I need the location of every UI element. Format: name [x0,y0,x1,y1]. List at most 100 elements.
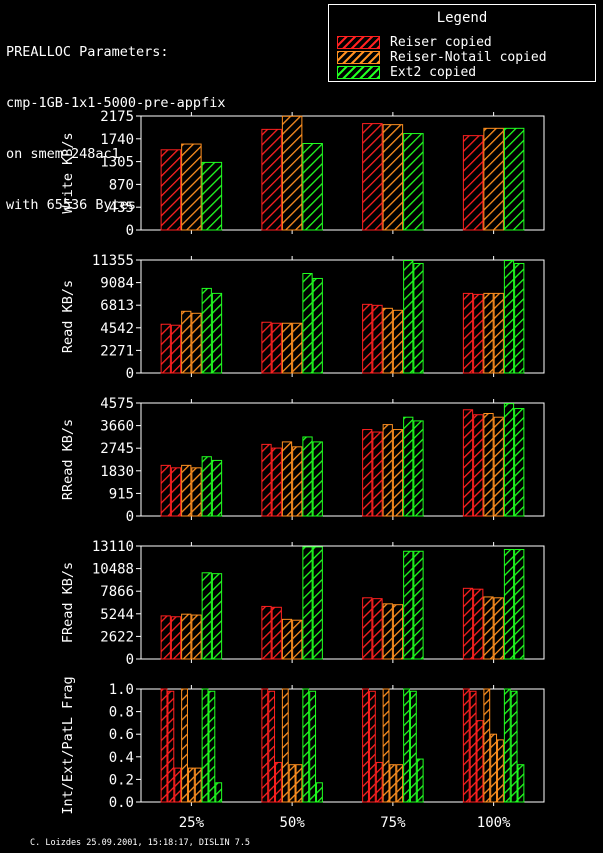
bar [170,467,182,517]
bar [392,429,404,517]
y-tick-label: 6813 [100,298,134,314]
bar [292,446,303,517]
bar [375,761,383,803]
bar [392,604,404,660]
bar [261,605,272,660]
bar [483,596,494,660]
bar [312,546,323,660]
bar [473,588,484,660]
bar [503,549,515,660]
bar [302,272,313,374]
bar [181,613,192,660]
bar [261,688,269,803]
bar [201,572,212,660]
bar [208,690,216,803]
bar [403,260,414,374]
bar [497,739,504,803]
y-tick-label: 2745 [100,441,134,457]
bar [382,124,404,231]
y-tick-label: 870 [109,177,134,193]
plot-frame [140,545,545,660]
bar [261,321,272,374]
bar [191,467,202,517]
bar [181,310,192,374]
bar [503,403,515,517]
y-tick-label: 0 [126,223,134,239]
y-tick-label: 1830 [100,464,134,480]
parameter-header: PREALLOC Parameters: cmp-1GB-1x1-5000-pr… [6,10,225,231]
bar [362,123,383,231]
bar [473,293,484,374]
y-tick-label: 915 [109,486,134,502]
bar [275,761,282,803]
bar [514,549,525,660]
bar [191,614,202,660]
bar [194,767,202,803]
bar [490,733,498,803]
bar [382,603,393,660]
bar [302,688,310,803]
bar [483,292,494,374]
bar [372,431,383,517]
bar [503,260,515,374]
bar [403,133,424,231]
header-line: with 65536 Bytes [6,197,137,213]
y-tick-label: 0.0 [109,795,134,811]
footer-credit: C. Loizdes 25.09.2001, 15:18:17, DISLIN … [30,838,251,848]
y-tick-label: 0.2 [109,772,134,788]
bar [462,409,474,517]
y-tick-label: 4542 [100,321,134,337]
bar [514,408,525,517]
legend-swatch-ext2 [337,66,380,79]
bar [201,161,223,231]
y-tick-label: 0.8 [109,705,134,721]
y-tick-label: 5244 [100,607,134,623]
y-tick-label: 0.6 [109,727,134,743]
chart-panel-4: 0 2622 5244 7866 10488 13110 FRead KB/s [60,539,545,668]
legend-label-ext2: Ext2 copied [390,65,477,80]
bar [483,127,504,231]
chart-panel-2: 0 2271 4542 6813 9084 11355 Read KB/s [60,253,545,382]
bar [473,414,484,517]
bar [312,441,323,517]
bar [292,619,303,660]
y-tick-label: 0 [126,509,134,525]
bar [181,143,202,231]
bar [403,550,414,660]
y-tick-label: 0 [126,366,134,382]
bar [413,263,424,374]
bar [389,764,397,803]
bar [281,322,293,374]
bar [191,312,202,374]
header-line: cmp-1GB-1x1-5000-pre-appfix [6,95,226,111]
y-tick-label: 1.0 [109,682,134,698]
bar [160,323,171,374]
bar [181,688,188,803]
bar [302,436,313,517]
y-tick-label: 11355 [92,253,134,269]
plot-frame [140,259,545,374]
legend-label-reiser-notail: Reiser-Notail copied [390,50,547,65]
bar [261,128,282,231]
bar [372,598,383,660]
bar [211,459,223,517]
y-tick-label: 1740 [100,132,134,148]
bar [372,304,383,374]
bar [382,688,390,803]
bar [413,420,424,517]
bar [483,412,494,517]
bar [181,464,192,517]
chart-panel-3: 0 915 1830 2745 3660 4575 RRead KB/s [60,396,545,525]
bar [281,441,293,517]
y-axis-label: Int/Ext/PatL Frag [60,676,76,814]
y-tick-label: 2622 [100,629,134,645]
y-axis-label: RRead KB/s [60,419,76,500]
bar [271,322,282,374]
bar [413,550,424,660]
legend-item-reiser: Reiser copied [337,35,492,50]
bar [382,307,393,374]
bar [201,688,209,803]
legend-swatch-reiser-notail [337,51,380,64]
bar [302,143,323,231]
bar [201,456,212,517]
